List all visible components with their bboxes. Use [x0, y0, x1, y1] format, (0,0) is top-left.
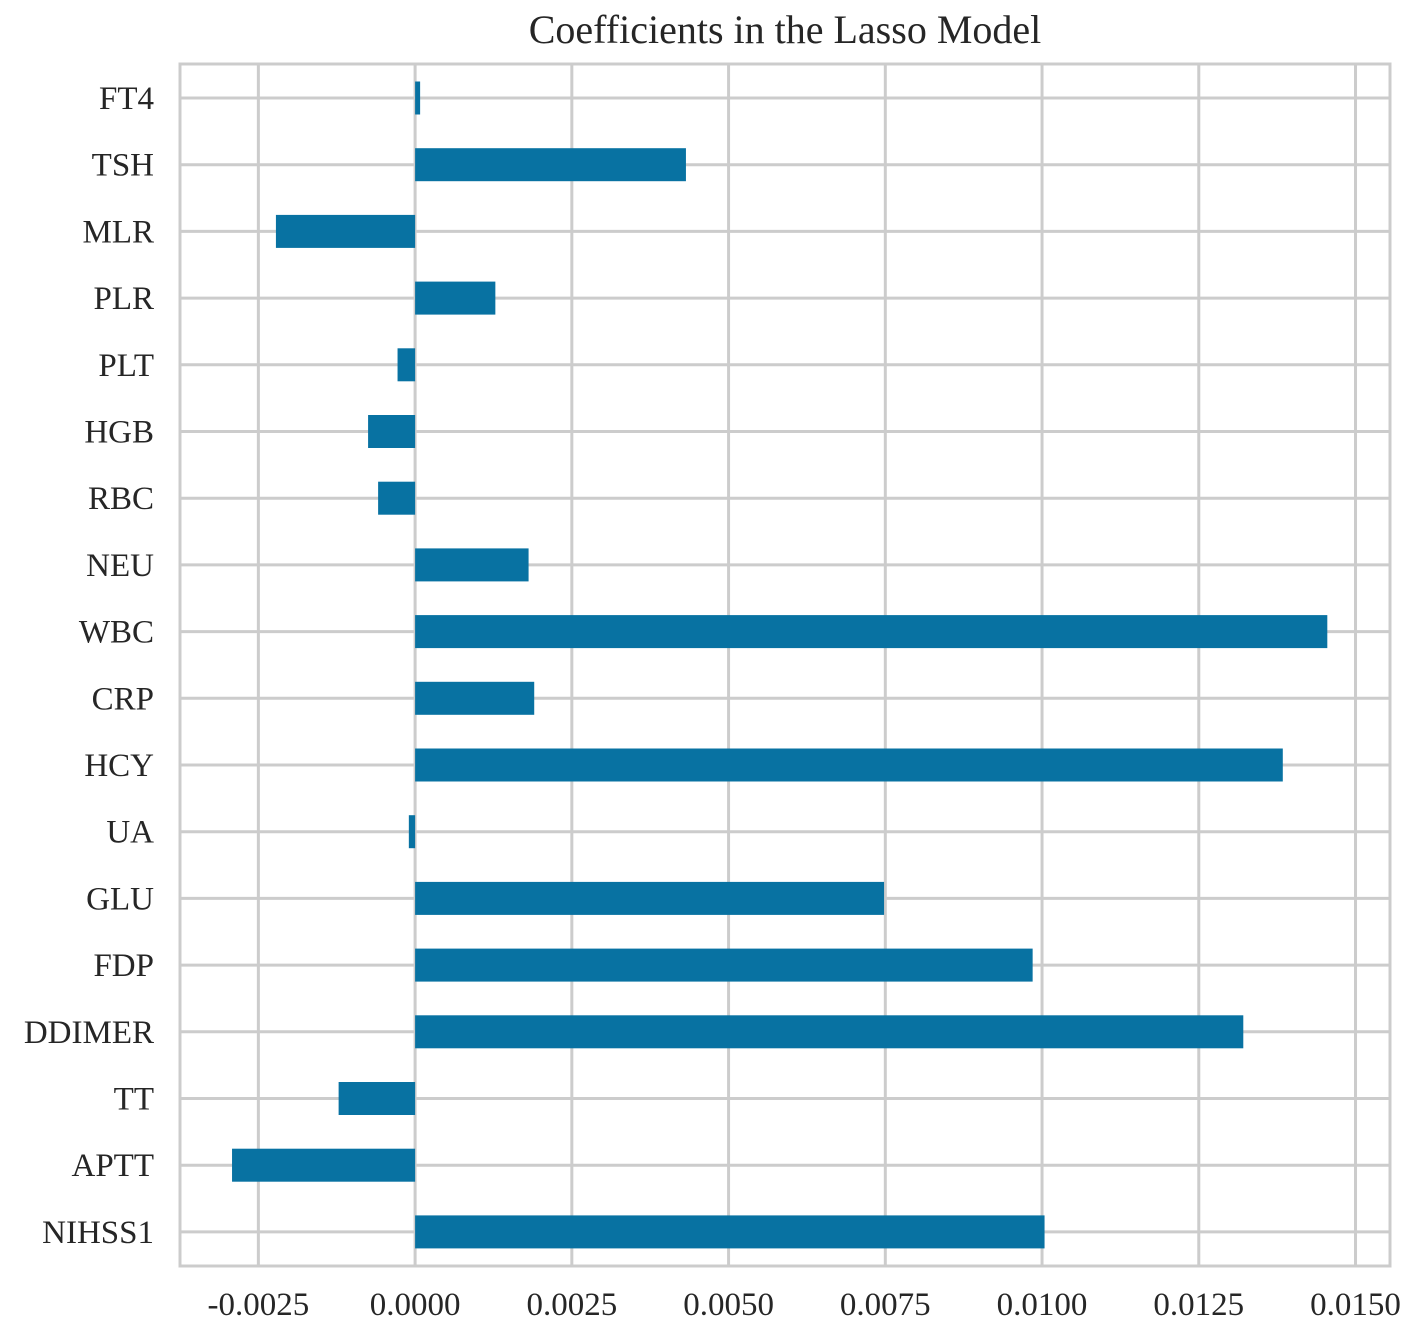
y-tick-label: RBC — [88, 481, 154, 517]
x-tick-labels: -0.0025 0.0000 0.0025 0.0050 0.0075 0.0100 0.0… — [207, 1287, 1400, 1323]
x-tick-label: 0.0075 — [840, 1287, 931, 1323]
bar-tt — [338, 1082, 416, 1115]
chart-title: Coefficients in the Lasso Model — [529, 7, 1042, 52]
y-tick-label: NIHSS1 — [42, 1215, 154, 1251]
bar-ua — [408, 815, 416, 849]
x-tick-label: 0.0000 — [370, 1287, 461, 1323]
bar-fdp — [415, 948, 1033, 982]
bar-aptt — [232, 1148, 416, 1182]
y-tick-label: FDP — [93, 948, 154, 984]
bar-neu — [415, 548, 529, 582]
plot-frame — [178, 62, 1392, 1268]
y-tick-label: GLU — [86, 881, 154, 917]
bar-nihss1 — [415, 1215, 1045, 1249]
x-tick-label: 0.0025 — [526, 1287, 617, 1323]
y-tick-label: DDIMER — [24, 1015, 154, 1051]
bar-crp — [415, 681, 535, 715]
y-tick-label: HGB — [84, 415, 154, 451]
bar-tsh — [415, 148, 686, 182]
y-tick-label: PLT — [98, 348, 154, 384]
bar-ft4 — [415, 81, 421, 115]
x-tick-label: 0.0125 — [1153, 1287, 1244, 1323]
bar-ddimer — [415, 1015, 1244, 1049]
y-tick-label: HCY — [84, 748, 154, 784]
bar-wbc — [415, 615, 1328, 649]
x-tick-label: 0.0150 — [1310, 1287, 1401, 1323]
bar-rbc — [378, 481, 416, 515]
y-tick-label: NEU — [86, 548, 154, 584]
bar-plt — [397, 348, 416, 382]
y-tick-label: MLR — [82, 214, 154, 250]
y-tick-label: CRP — [92, 681, 154, 717]
x-tick-label: -0.0025 — [207, 1287, 309, 1323]
y-tick-label: PLR — [93, 281, 154, 317]
y-tick-label: FT4 — [99, 81, 154, 117]
x-tick-label: 0.0050 — [683, 1287, 774, 1323]
bars — [232, 81, 1328, 1249]
bar-glu — [415, 881, 885, 915]
bar-hcy — [415, 748, 1283, 782]
y-tick-label: TT — [114, 1082, 154, 1118]
x-tick-label: 0.0100 — [997, 1287, 1088, 1323]
y-tick-label: WBC — [79, 615, 154, 651]
y-tick-labels: FT4 TSH MLR PLR PLT HGB RBC NEU WBC CRP HCY UA GLU FD… — [24, 81, 154, 1251]
bar-mlr — [275, 214, 416, 248]
bar-plr — [415, 281, 496, 315]
y-tick-label: UA — [106, 815, 154, 851]
bar-hgb — [368, 415, 416, 448]
y-tick-label: TSH — [92, 148, 154, 184]
y-tick-label: APTT — [72, 1148, 155, 1184]
